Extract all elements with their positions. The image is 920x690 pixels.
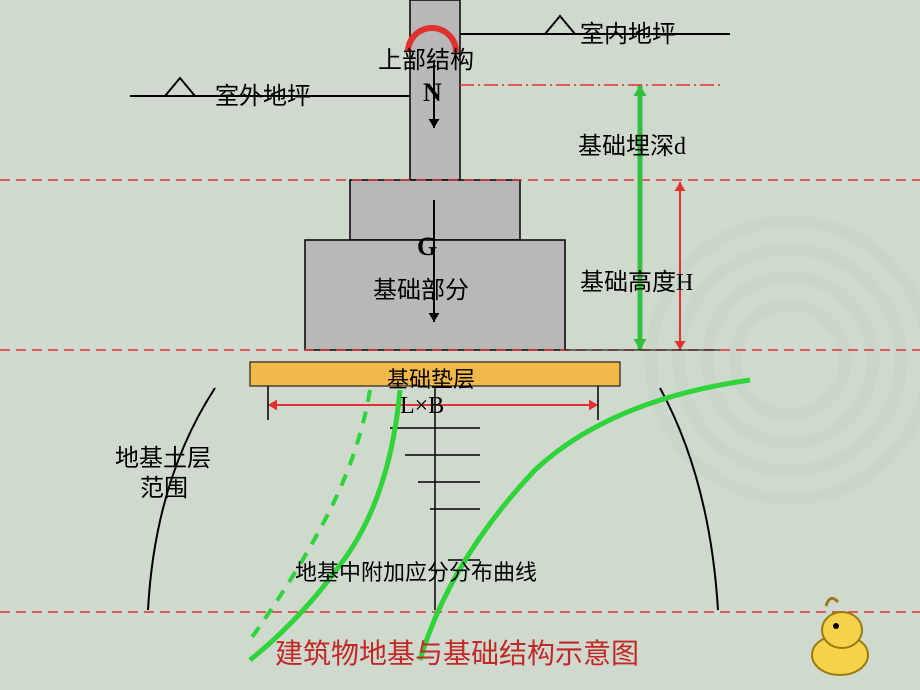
label-upper-structure: 上部结构: [378, 40, 474, 75]
label-force-n: N: [423, 78, 442, 108]
label-stress-curve: 地基中附加应分分布曲线: [295, 555, 537, 587]
label-soil-2: 范围: [140, 468, 188, 503]
label-outdoor-level: 室外地坪: [215, 76, 311, 111]
label-indoor-level: 室内地坪: [580, 14, 676, 49]
diagram-title: 建筑物地基与基础结构示意图: [275, 632, 639, 672]
label-depth-d: 基础埋深d: [578, 126, 686, 161]
label-lxb: L×B: [400, 393, 444, 420]
label-bedding: 基础垫层: [387, 362, 475, 394]
label-foundation-part: 基础部分: [373, 270, 469, 305]
label-force-g: G: [417, 232, 437, 262]
label-height-h: 基础高度H: [580, 262, 693, 297]
